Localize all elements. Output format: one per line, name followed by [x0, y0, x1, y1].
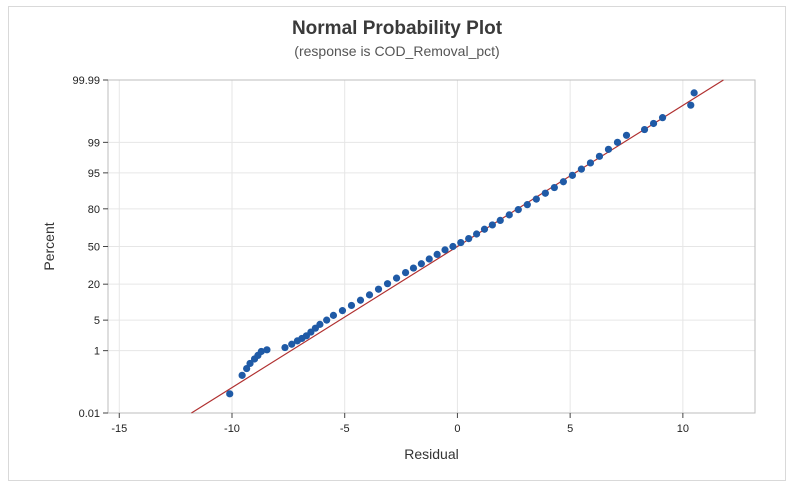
data-point [238, 371, 246, 379]
y-tick-label: 95 [88, 168, 100, 180]
data-point [441, 246, 449, 254]
x-tick-label: -5 [340, 423, 350, 435]
data-point [514, 206, 522, 214]
fit-line-layer [191, 79, 724, 414]
data-point [226, 390, 234, 398]
data-point [465, 235, 473, 243]
x-tick-label: 0 [454, 423, 460, 435]
data-point [586, 159, 595, 167]
y-tick-label: 20 [88, 279, 100, 291]
data-point [417, 260, 425, 268]
y-tick-label: 99.99 [72, 75, 100, 87]
y-tick-label: 1 [94, 346, 100, 358]
data-point [550, 183, 558, 192]
data-point [409, 264, 418, 272]
data-point [480, 225, 489, 233]
x-tick-label: -15 [111, 423, 127, 435]
data-point [356, 296, 365, 304]
data-point [288, 340, 296, 348]
data-point [347, 301, 356, 310]
y-tick-label: 5 [94, 315, 100, 327]
data-point [401, 268, 410, 277]
data-point [649, 119, 658, 128]
data-point [559, 178, 567, 186]
chart-frame [8, 6, 786, 481]
data-point [243, 364, 251, 373]
data-point [374, 285, 383, 293]
data-point [595, 152, 604, 160]
data-point [613, 138, 622, 146]
data-point [541, 189, 549, 197]
data-point [687, 101, 695, 109]
data-point [365, 291, 374, 299]
data-point [640, 125, 649, 134]
data-point [604, 145, 613, 153]
data-point [690, 89, 698, 97]
data-point [316, 320, 324, 328]
data-point [383, 280, 392, 288]
data-point [246, 359, 254, 368]
y-axis-label: Percent [41, 222, 57, 270]
data-point [425, 255, 433, 263]
data-point [622, 131, 631, 139]
chart-subtitle: (response is COD_Removal_pct) [294, 43, 500, 59]
y-tick-label: 80 [88, 204, 100, 216]
data-point [433, 250, 441, 258]
data-point [257, 347, 265, 356]
data-point [338, 307, 347, 315]
y-tick-label: 0.01 [79, 408, 100, 420]
y-tick-label: 99 [88, 137, 100, 149]
data-points [226, 89, 698, 398]
data-point [472, 230, 481, 238]
data-point [523, 201, 531, 209]
data-point [532, 195, 540, 203]
data-point [457, 238, 465, 247]
data-point [281, 343, 289, 352]
axis-ticks: -15 -10 -5 0 5 10 0.01 1 5 20 50 80 95 99 99.99 [72, 75, 689, 435]
data-point [449, 242, 457, 251]
data-point [392, 274, 401, 282]
data-point [323, 316, 331, 324]
data-point [577, 165, 586, 173]
data-point [263, 346, 271, 354]
y-tick-label: 50 [88, 242, 100, 254]
data-point [329, 311, 338, 319]
data-point [505, 211, 513, 219]
chart-title: Normal Probability Plot [291, 18, 503, 39]
x-tick-label: 5 [567, 423, 573, 435]
grid [108, 79, 755, 414]
fit-line [191, 79, 724, 414]
data-point [488, 221, 496, 229]
x-axis-label: Residual [404, 446, 458, 462]
data-point [568, 171, 576, 179]
x-tick-label: 10 [677, 423, 689, 435]
x-tick-label: -10 [224, 423, 240, 435]
data-point [658, 114, 667, 122]
data-point [496, 216, 504, 225]
